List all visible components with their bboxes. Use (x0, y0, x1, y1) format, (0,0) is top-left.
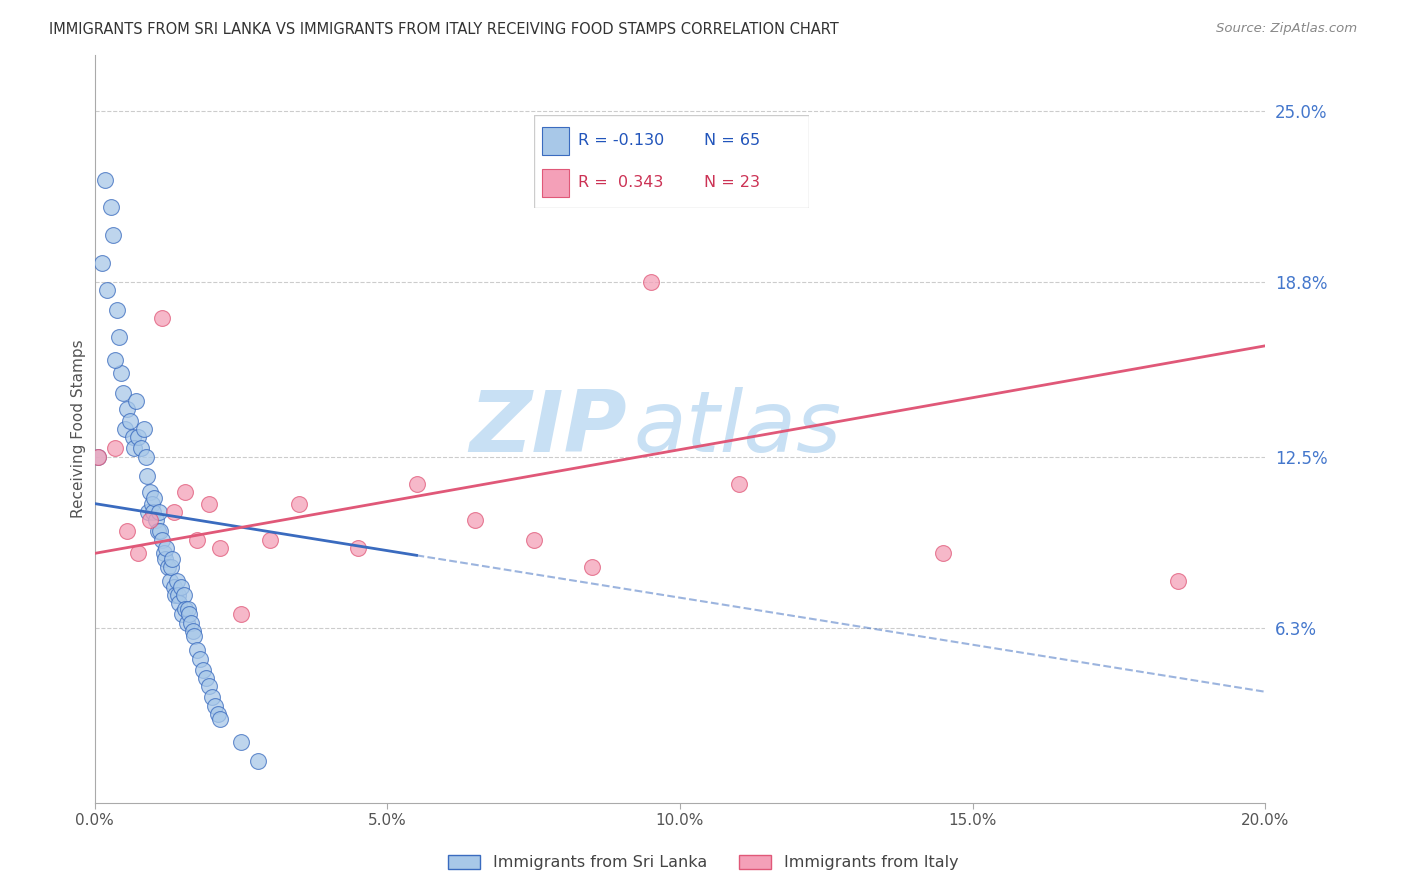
Point (143, 491, 166, 505)
Point (141, 497, 163, 511)
Point (640, 275, 662, 289)
Point (131, 441, 153, 455)
Point (191, 663, 214, 677)
Point (162, 580, 184, 594)
Point (124, 441, 146, 455)
Point (103, 228, 125, 243)
Point (1167, 574, 1189, 588)
Point (104, 352, 127, 367)
Point (186, 533, 208, 547)
Point (179, 607, 201, 622)
Point (177, 601, 200, 615)
Point (108, 330, 131, 344)
Point (186, 643, 208, 657)
Point (259, 533, 281, 547)
Point (115, 402, 138, 417)
Point (181, 624, 204, 638)
Point (194, 671, 217, 685)
Point (229, 607, 252, 622)
Point (127, 430, 149, 444)
Point (197, 497, 219, 511)
Point (209, 713, 232, 727)
Point (134, 422, 156, 436)
Point (148, 505, 170, 519)
Point (100, 200, 122, 214)
Point (727, 477, 749, 491)
Point (94, 172, 117, 186)
Point (159, 560, 181, 574)
Point (150, 533, 173, 547)
Point (166, 574, 188, 588)
Point (149, 524, 172, 539)
Point (105, 302, 128, 317)
Point (145, 513, 167, 527)
Point (288, 497, 311, 511)
Point (169, 596, 191, 610)
Point (174, 485, 197, 500)
Point (229, 734, 252, 748)
Point (86, 450, 108, 464)
Text: IMMIGRANTS FROM SRI LANKA VS IMMIGRANTS FROM ITALY RECEIVING FOOD STAMPS CORRELA: IMMIGRANTS FROM SRI LANKA VS IMMIGRANTS … (49, 22, 839, 37)
Point (138, 505, 160, 519)
Point (209, 541, 232, 555)
Point (176, 615, 198, 630)
Point (156, 560, 179, 574)
Point (111, 385, 134, 400)
Point (146, 524, 169, 539)
Point (932, 546, 955, 560)
Point (90, 256, 112, 270)
Point (96, 284, 118, 298)
Point (165, 588, 187, 602)
Point (110, 367, 132, 381)
Point (118, 413, 141, 427)
Point (405, 477, 427, 491)
Point (162, 505, 184, 519)
Point (115, 524, 138, 539)
Point (201, 690, 224, 705)
Point (173, 588, 195, 602)
Point (127, 546, 149, 560)
Point (159, 574, 181, 588)
Text: ZIP: ZIP (470, 387, 627, 470)
Point (180, 615, 202, 630)
Point (86, 450, 108, 464)
Point (207, 706, 229, 721)
Point (464, 513, 486, 527)
Legend: Immigrants from Sri Lanka, Immigrants from Italy: Immigrants from Sri Lanka, Immigrants fr… (441, 848, 965, 877)
Point (183, 629, 205, 643)
Point (139, 485, 162, 500)
Point (114, 422, 136, 436)
Point (155, 541, 177, 555)
Point (152, 546, 174, 560)
Point (160, 552, 183, 566)
Point (153, 552, 176, 566)
Text: Source: ZipAtlas.com: Source: ZipAtlas.com (1216, 22, 1357, 36)
Point (174, 601, 197, 615)
Point (136, 469, 159, 483)
Text: atlas: atlas (633, 387, 841, 470)
Point (142, 505, 165, 519)
Point (197, 679, 219, 693)
Point (166, 588, 188, 602)
Point (581, 560, 603, 574)
Point (188, 651, 211, 665)
Point (135, 450, 157, 464)
Point (204, 698, 226, 713)
Point (124, 394, 146, 409)
Y-axis label: Receiving Food Stamps: Receiving Food Stamps (72, 340, 86, 518)
Point (104, 441, 127, 455)
Point (172, 607, 194, 622)
Point (150, 311, 173, 326)
Point (139, 513, 162, 527)
Point (121, 430, 143, 444)
Point (523, 533, 546, 547)
Point (347, 541, 370, 555)
Point (170, 580, 193, 594)
Point (247, 754, 270, 768)
